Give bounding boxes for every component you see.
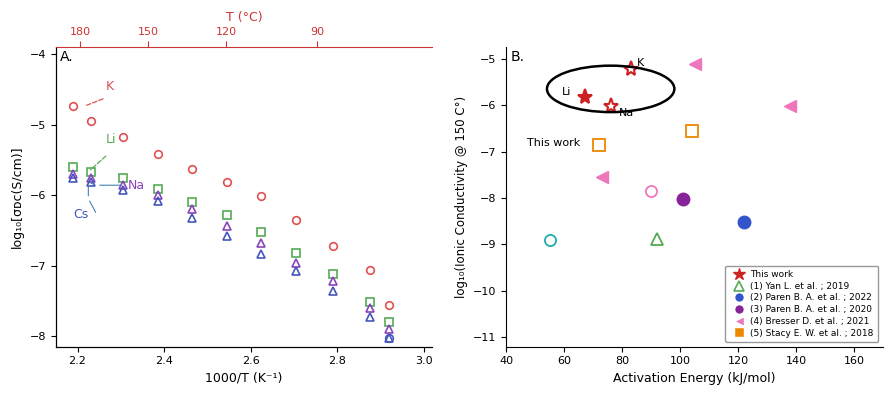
Text: B.: B. [510,50,524,64]
X-axis label: 1000/T (K⁻¹): 1000/T (K⁻¹) [206,372,283,385]
Text: Na: Na [620,109,635,118]
Text: K: K [105,80,114,93]
Text: A.: A. [60,50,73,64]
Text: Cs: Cs [73,208,89,221]
Y-axis label: log₁₀(Ionic Conductivity @ 150 C°): log₁₀(Ionic Conductivity @ 150 C°) [455,96,468,298]
Text: Li: Li [105,133,116,146]
Text: Na: Na [127,179,145,192]
Legend: This work, (1) Yan L. et al. ; 2019, (2) Paren B. A. et al. ; 2022, (3) Paren B.: This work, (1) Yan L. et al. ; 2019, (2)… [725,266,879,342]
Text: K: K [637,58,644,69]
X-axis label: Activation Energy (kJ/mol): Activation Energy (kJ/mol) [613,372,776,385]
Text: Li: Li [561,87,570,97]
X-axis label: T (°C): T (°C) [226,11,263,24]
Y-axis label: log₁₀[σᴅᴄ(S/cm)]: log₁₀[σᴅᴄ(S/cm)] [11,146,24,248]
Text: This work: This work [527,138,580,148]
